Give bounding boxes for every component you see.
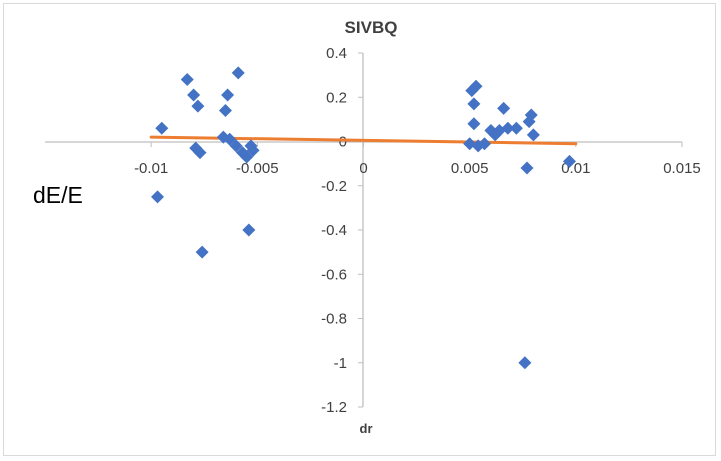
data-point	[193, 146, 207, 160]
data-point	[478, 137, 492, 151]
x-tick-label: -0.01	[134, 160, 168, 177]
data-point	[231, 66, 245, 80]
data-point	[524, 108, 538, 122]
data-point	[509, 121, 523, 135]
y-tick-label: 0.2	[326, 89, 347, 106]
y-tick-label: -0.8	[321, 311, 347, 328]
data-point	[501, 121, 515, 135]
data-point	[467, 117, 481, 131]
chart-title: SIVBQ	[345, 18, 398, 37]
data-point	[191, 99, 205, 113]
data-point	[187, 88, 201, 102]
data-point	[195, 245, 209, 259]
data-point	[229, 139, 243, 153]
data-point	[221, 88, 235, 102]
data-point	[518, 356, 532, 370]
x-tick-label: 0.005	[451, 160, 489, 177]
data-point	[526, 128, 540, 142]
data-point	[467, 97, 481, 111]
data-point	[180, 73, 194, 87]
data-point	[242, 223, 256, 237]
y-tick-label: -0.2	[321, 178, 347, 195]
data-points	[151, 66, 576, 370]
x-tick-label: 0.015	[663, 160, 701, 177]
axes: -0.01 -0.005 0 0.005 0.01 0.0150.40.20-0.2-0.…	[45, 45, 701, 416]
data-point	[497, 101, 511, 115]
data-point	[218, 104, 232, 118]
y-tick-label: 0	[339, 134, 347, 151]
data-point	[520, 161, 534, 175]
data-point	[562, 154, 576, 168]
x-tick-label: 0	[359, 160, 367, 177]
data-point	[240, 150, 254, 164]
data-point	[469, 79, 483, 93]
overlay-axis-label: dE/E	[33, 181, 85, 209]
y-tick-label: -1.2	[321, 399, 347, 416]
data-point	[151, 190, 165, 204]
x-tick-label: -0.005	[236, 160, 279, 177]
data-point	[223, 132, 237, 146]
y-tick-label: -1	[334, 355, 347, 372]
data-point	[155, 121, 169, 135]
y-tick-label: -0.6	[321, 266, 347, 283]
data-point	[246, 143, 260, 157]
y-tick-label: 0.4	[326, 45, 347, 62]
y-tick-label: -0.4	[321, 222, 347, 239]
x-axis-title: dr	[360, 421, 373, 436]
data-point	[244, 139, 258, 153]
